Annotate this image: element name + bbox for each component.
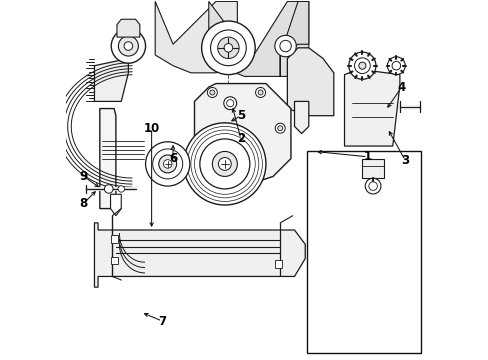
Circle shape <box>210 30 246 66</box>
Circle shape <box>275 123 285 133</box>
Text: 6: 6 <box>168 152 177 165</box>
Circle shape <box>207 87 217 98</box>
Polygon shape <box>155 1 237 73</box>
Polygon shape <box>280 1 308 76</box>
Circle shape <box>224 97 236 110</box>
Circle shape <box>111 29 145 63</box>
Text: 7: 7 <box>158 315 166 328</box>
Bar <box>110 235 118 243</box>
Circle shape <box>279 40 291 52</box>
Circle shape <box>354 58 369 73</box>
Text: 4: 4 <box>397 81 405 94</box>
Circle shape <box>358 62 365 69</box>
Circle shape <box>152 149 183 179</box>
Circle shape <box>190 130 258 198</box>
Circle shape <box>255 87 265 98</box>
Circle shape <box>348 52 375 79</box>
Circle shape <box>159 155 176 173</box>
Polygon shape <box>100 109 116 208</box>
Circle shape <box>277 126 282 131</box>
Text: 2: 2 <box>236 132 244 145</box>
Text: 8: 8 <box>80 197 88 210</box>
Circle shape <box>209 90 214 95</box>
Text: 5: 5 <box>236 109 244 122</box>
Circle shape <box>217 37 239 59</box>
Circle shape <box>365 178 380 194</box>
Circle shape <box>200 139 249 189</box>
Polygon shape <box>117 19 140 37</box>
Text: 3: 3 <box>400 154 408 167</box>
Polygon shape <box>362 158 383 178</box>
Circle shape <box>224 44 232 52</box>
Polygon shape <box>94 59 128 102</box>
Circle shape <box>391 62 400 70</box>
Text: 10: 10 <box>143 122 160 135</box>
Polygon shape <box>287 48 333 116</box>
Circle shape <box>226 100 233 107</box>
Circle shape <box>218 157 231 170</box>
Circle shape <box>368 182 377 190</box>
Circle shape <box>163 159 172 168</box>
Circle shape <box>124 42 132 50</box>
Circle shape <box>201 21 255 75</box>
Circle shape <box>104 185 113 193</box>
Polygon shape <box>194 84 290 180</box>
Polygon shape <box>208 1 308 76</box>
Text: 9: 9 <box>80 170 88 183</box>
Circle shape <box>386 57 405 75</box>
Text: 1: 1 <box>363 150 371 163</box>
Circle shape <box>212 152 237 176</box>
Circle shape <box>118 36 138 56</box>
Circle shape <box>187 126 262 202</box>
Circle shape <box>258 90 263 95</box>
Polygon shape <box>94 223 305 287</box>
Circle shape <box>194 134 255 194</box>
Bar <box>306 152 421 353</box>
Polygon shape <box>344 69 399 146</box>
Polygon shape <box>110 194 121 216</box>
Circle shape <box>274 35 296 57</box>
Circle shape <box>183 123 265 205</box>
Bar <box>274 260 282 267</box>
Polygon shape <box>294 102 308 134</box>
Circle shape <box>145 142 189 186</box>
Bar <box>110 257 118 264</box>
Circle shape <box>118 186 124 192</box>
